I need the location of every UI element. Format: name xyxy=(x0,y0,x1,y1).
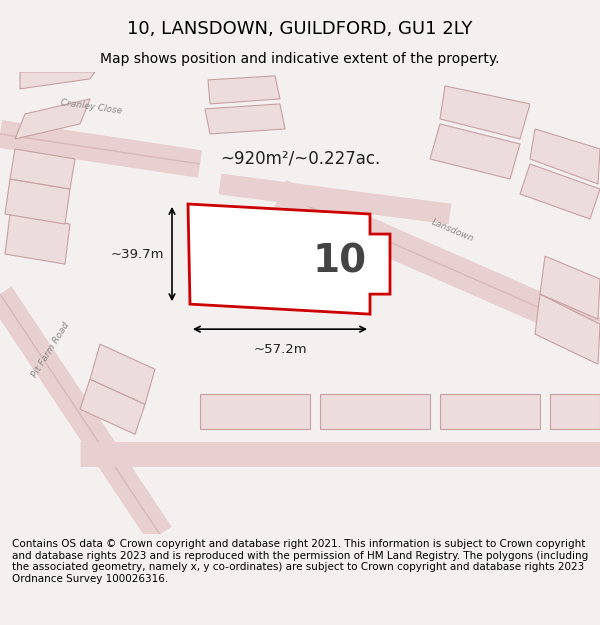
Text: Map shows position and indicative extent of the property.: Map shows position and indicative extent… xyxy=(100,52,500,66)
Polygon shape xyxy=(520,164,600,219)
Polygon shape xyxy=(205,104,285,134)
Polygon shape xyxy=(550,394,600,429)
Polygon shape xyxy=(90,344,155,404)
Polygon shape xyxy=(430,124,520,179)
Polygon shape xyxy=(320,394,430,429)
Text: Pit Farm Road: Pit Farm Road xyxy=(30,321,71,379)
Polygon shape xyxy=(530,129,600,184)
Polygon shape xyxy=(200,394,310,429)
Text: Cranley Close: Cranley Close xyxy=(60,98,122,116)
Polygon shape xyxy=(80,379,145,434)
Polygon shape xyxy=(5,179,70,224)
Text: 10: 10 xyxy=(313,242,367,281)
Polygon shape xyxy=(20,72,95,89)
Text: ~57.2m: ~57.2m xyxy=(253,343,307,356)
Polygon shape xyxy=(208,76,280,104)
Polygon shape xyxy=(188,204,390,314)
Polygon shape xyxy=(15,99,90,139)
Text: ~920m²/~0.227ac.: ~920m²/~0.227ac. xyxy=(220,150,380,168)
Polygon shape xyxy=(10,149,75,189)
Polygon shape xyxy=(440,86,530,139)
Polygon shape xyxy=(540,256,600,319)
Text: 10, LANSDOWN, GUILDFORD, GU1 2LY: 10, LANSDOWN, GUILDFORD, GU1 2LY xyxy=(127,20,473,38)
Polygon shape xyxy=(5,214,70,264)
Text: ~39.7m: ~39.7m xyxy=(110,248,164,261)
Polygon shape xyxy=(440,394,540,429)
Polygon shape xyxy=(535,294,600,364)
Text: Lansdown: Lansdown xyxy=(430,218,475,244)
Text: Contains OS data © Crown copyright and database right 2021. This information is : Contains OS data © Crown copyright and d… xyxy=(12,539,588,584)
